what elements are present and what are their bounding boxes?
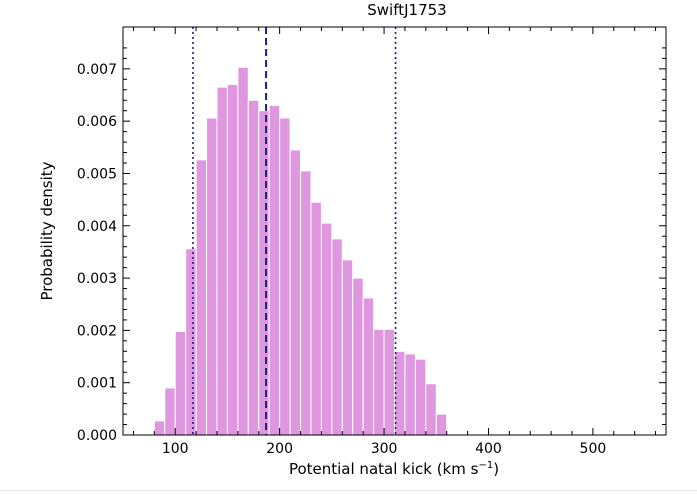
histogram-bar	[300, 170, 312, 436]
histogram-bar	[226, 84, 239, 436]
x-tick-label: 200	[266, 441, 293, 457]
x-tick-label: 100	[162, 441, 189, 457]
histogram-bar	[185, 248, 197, 436]
histogram-bar	[195, 159, 208, 436]
histogram-bar	[206, 117, 218, 436]
x-tick-label: 300	[371, 441, 398, 457]
y-axis-label: Probability density	[38, 161, 56, 300]
x-tick-label: 400	[475, 441, 502, 457]
histogram-bar	[414, 358, 427, 436]
x-tick-label: 500	[580, 441, 607, 457]
histogram-bar	[383, 328, 395, 436]
y-tick-label: 0.002	[77, 323, 117, 339]
histogram-bar	[435, 413, 448, 436]
y-axis-ticks: 0.000 0.001 0.002 0.003 0.004 0.005 0.006 0.007	[77, 47, 666, 444]
histogram-bars	[153, 66, 448, 436]
histogram-bar	[373, 328, 385, 436]
y-tick-label: 0.006	[77, 114, 117, 130]
histogram-bar	[237, 66, 249, 436]
histogram-bar	[258, 110, 270, 436]
x-axis-ticks: 100 200 300 400 500	[132, 27, 657, 457]
y-tick-label: 0.000	[77, 428, 117, 444]
y-tick-label: 0.004	[77, 219, 117, 235]
y-tick-label: 0.001	[77, 376, 117, 392]
histogram-bar	[404, 353, 416, 436]
histogram-bar	[268, 104, 281, 436]
histogram-bar	[352, 277, 364, 436]
histogram-bar	[164, 387, 176, 436]
histogram-bar	[362, 297, 375, 436]
bottom-rule	[0, 490, 697, 491]
histogram-bar	[310, 201, 322, 436]
histogram-bar	[320, 222, 333, 436]
histogram-bar	[289, 149, 302, 436]
histogram-bar	[341, 259, 354, 436]
histogram-bar	[216, 86, 228, 436]
y-tick-label: 0.005	[77, 166, 117, 182]
histogram-bar	[279, 117, 291, 436]
y-tick-label: 0.007	[77, 62, 117, 78]
chart-title: SwiftJ1753	[367, 1, 446, 19]
histogram-bar	[174, 330, 187, 436]
histogram-bar	[153, 420, 166, 436]
histogram-bar	[425, 383, 437, 436]
histogram-bar	[247, 99, 260, 436]
y-tick-label: 0.003	[77, 271, 117, 287]
plot-frame	[122, 26, 667, 436]
x-axis-label: Potential natal kick (km s−1)	[289, 460, 499, 478]
histogram-bar	[331, 238, 343, 436]
reference-lines	[192, 27, 397, 435]
